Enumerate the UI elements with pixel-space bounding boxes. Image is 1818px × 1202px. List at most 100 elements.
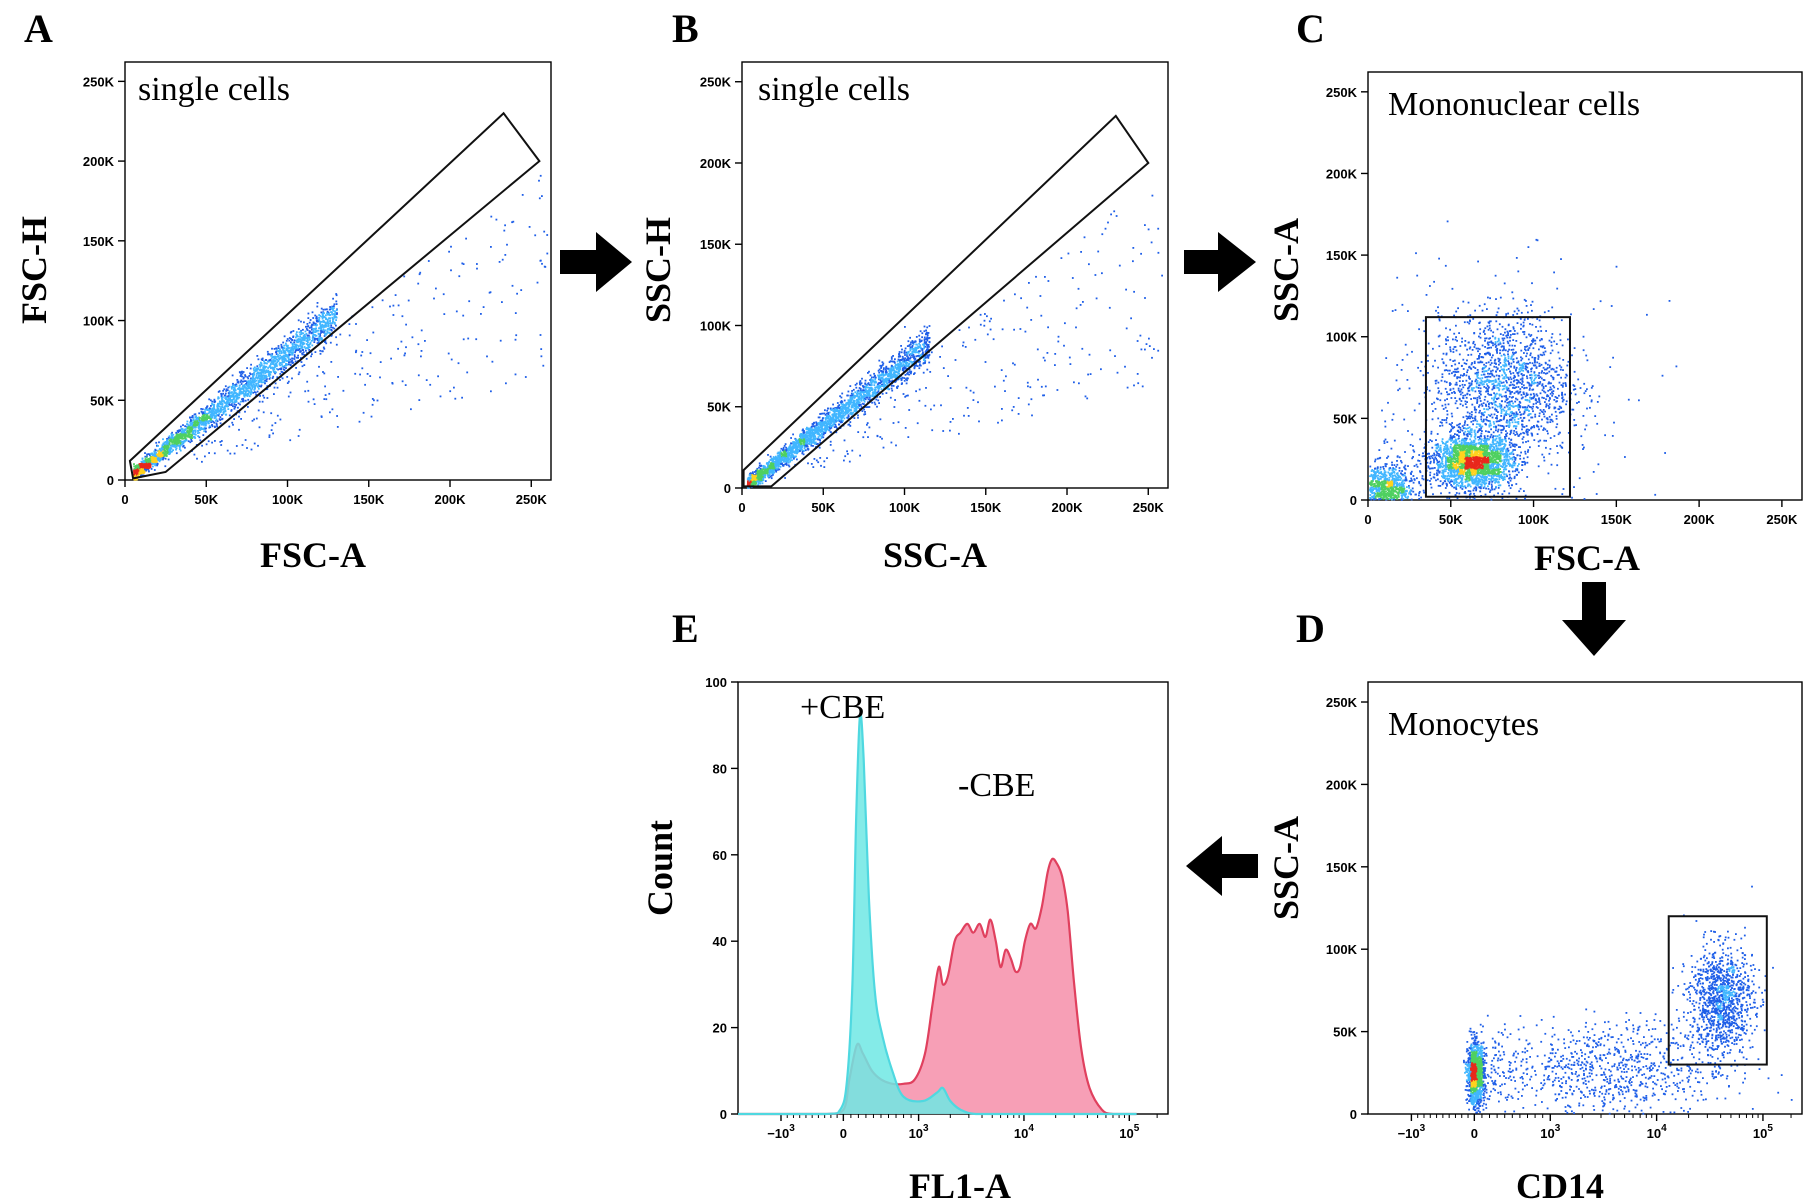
data-point bbox=[285, 367, 287, 369]
data-point bbox=[229, 394, 231, 396]
data-point bbox=[263, 360, 265, 362]
data-point bbox=[419, 272, 421, 274]
data-point bbox=[540, 175, 542, 177]
data-point bbox=[222, 406, 224, 408]
data-point bbox=[336, 309, 338, 311]
data-point bbox=[276, 363, 278, 365]
data-point bbox=[292, 362, 294, 364]
data-point bbox=[212, 413, 214, 415]
data-point bbox=[764, 477, 766, 479]
data-point bbox=[279, 352, 281, 354]
data-point bbox=[924, 337, 926, 339]
data-point bbox=[316, 317, 318, 319]
data-point bbox=[759, 462, 761, 464]
data-point bbox=[330, 327, 332, 329]
data-point bbox=[290, 352, 292, 354]
data-point bbox=[234, 387, 236, 389]
data-point bbox=[339, 334, 341, 336]
data-point bbox=[804, 432, 806, 434]
data-point bbox=[263, 397, 265, 399]
data-point bbox=[363, 412, 365, 414]
y-tick-label: 150K bbox=[700, 237, 732, 252]
data-point bbox=[770, 459, 772, 461]
data-point bbox=[233, 389, 235, 391]
data-point bbox=[179, 447, 181, 449]
data-point bbox=[294, 339, 296, 341]
data-point bbox=[417, 283, 419, 285]
data-point bbox=[255, 383, 257, 385]
x-tick-label: 150K bbox=[353, 492, 385, 507]
data-point bbox=[214, 426, 216, 428]
data-point bbox=[142, 463, 144, 465]
data-point bbox=[285, 354, 287, 356]
data-point bbox=[227, 387, 229, 389]
data-point bbox=[187, 421, 189, 423]
data-point bbox=[371, 416, 373, 418]
data-point bbox=[311, 332, 313, 334]
data-point bbox=[198, 427, 200, 429]
data-point bbox=[237, 407, 239, 409]
data-point bbox=[450, 246, 452, 248]
data-point bbox=[189, 436, 191, 438]
data-point bbox=[904, 352, 906, 354]
data-point bbox=[222, 404, 224, 406]
data-point bbox=[849, 385, 851, 387]
data-point bbox=[307, 348, 309, 350]
data-point bbox=[848, 391, 850, 393]
y-tick-label: 0 bbox=[724, 481, 731, 496]
data-point bbox=[166, 453, 168, 455]
data-point bbox=[316, 324, 318, 326]
data-point bbox=[281, 352, 283, 354]
data-point bbox=[319, 327, 321, 329]
data-point bbox=[390, 358, 392, 360]
data-point bbox=[326, 308, 328, 310]
data-point bbox=[898, 356, 900, 358]
data-point bbox=[302, 347, 304, 349]
data-point bbox=[862, 410, 864, 412]
data-point bbox=[222, 418, 224, 420]
data-point bbox=[178, 436, 180, 438]
data-point bbox=[278, 356, 280, 358]
data-point bbox=[291, 331, 293, 333]
data-point bbox=[220, 422, 222, 424]
data-point bbox=[336, 294, 338, 296]
data-point bbox=[283, 368, 285, 370]
data-point bbox=[322, 313, 324, 315]
data-point bbox=[298, 345, 300, 347]
data-point bbox=[302, 349, 304, 351]
data-point bbox=[291, 349, 293, 351]
data-point bbox=[297, 355, 299, 357]
data-point bbox=[248, 385, 250, 387]
data-point bbox=[266, 366, 268, 368]
data-point bbox=[929, 337, 931, 339]
data-point bbox=[180, 438, 182, 440]
data-point bbox=[335, 336, 337, 338]
data-point bbox=[257, 367, 259, 369]
data-point bbox=[309, 339, 311, 341]
data-point bbox=[865, 380, 867, 382]
data-point bbox=[246, 447, 248, 449]
data-point bbox=[882, 393, 884, 395]
data-point bbox=[262, 379, 264, 381]
data-point bbox=[172, 434, 174, 436]
data-point bbox=[318, 330, 320, 332]
data-point bbox=[283, 345, 285, 347]
data-point bbox=[904, 326, 906, 328]
data-point bbox=[206, 423, 208, 425]
data-point bbox=[291, 378, 293, 380]
data-point bbox=[300, 321, 302, 323]
data-point bbox=[330, 361, 332, 363]
data-point bbox=[912, 342, 914, 344]
data-point bbox=[239, 371, 241, 373]
data-point bbox=[189, 417, 191, 419]
data-point bbox=[253, 370, 255, 372]
data-point bbox=[324, 326, 326, 328]
data-point bbox=[364, 384, 366, 386]
data-point bbox=[308, 313, 310, 315]
flow-cytometry-figure: A 0 50K 100K 150K 200K 250K050K100K150K200K25… bbox=[0, 0, 1818, 1202]
data-point bbox=[282, 357, 284, 359]
data-point bbox=[808, 428, 810, 430]
data-point bbox=[268, 373, 270, 375]
data-point bbox=[807, 449, 809, 451]
data-point bbox=[318, 334, 320, 336]
